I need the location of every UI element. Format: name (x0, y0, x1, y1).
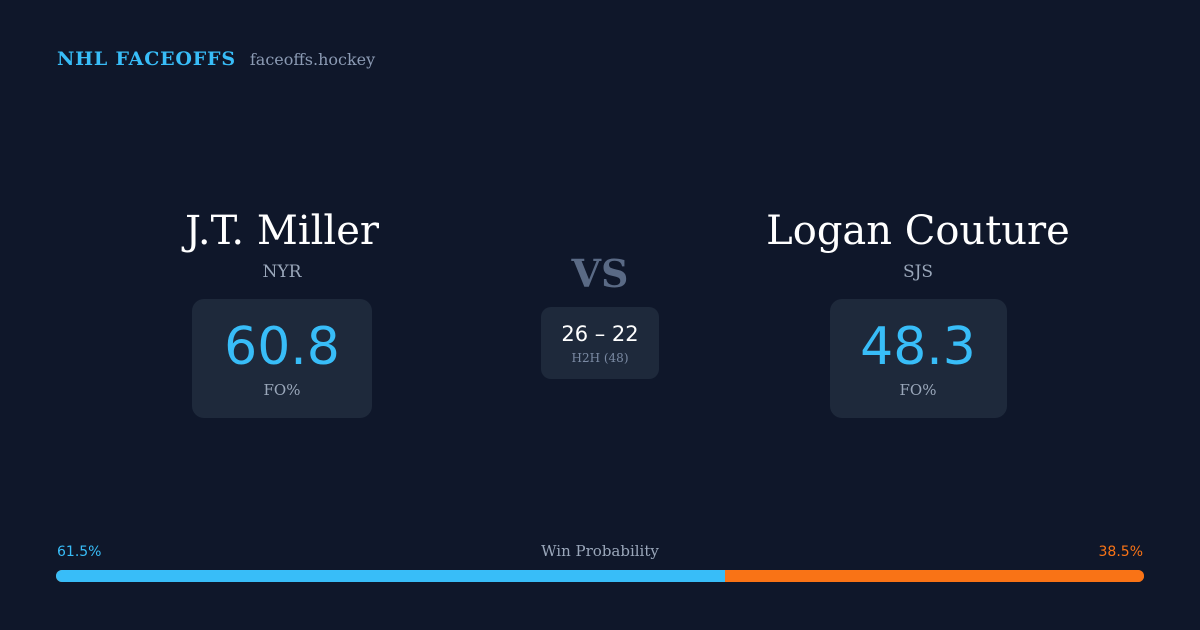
player-left: J.T. Miller NYR 60.8 FO% (52, 206, 512, 418)
player-right-fo-label: FO% (899, 380, 937, 399)
player-right: Logan Couture SJS 48.3 FO% (688, 206, 1148, 418)
player-left-fo-label: FO% (263, 380, 301, 399)
h2h-card: 26 – 22 H2H (48) (541, 307, 659, 379)
win-probability-title: Win Probability (541, 542, 659, 560)
win-probability-labels: 61.5% Win Probability 38.5% (57, 542, 1143, 562)
win-probability-fill-right (725, 570, 1144, 582)
win-probability-left: 61.5% (57, 544, 102, 560)
brand-domain: faceoffs.hockey (249, 50, 376, 69)
brand-name: NHL FACEOFFS (57, 48, 236, 70)
player-right-team: SJS (902, 262, 934, 282)
player-left-fo-card: 60.8 FO% (192, 299, 372, 418)
player-left-fo-value: 60.8 (224, 316, 340, 377)
h2h-label: H2H (48) (571, 351, 629, 365)
win-probability-fill-left (56, 570, 726, 582)
vs-label: VS (571, 251, 629, 296)
win-probability-right: 38.5% (1098, 544, 1143, 560)
player-right-name: Logan Couture (766, 208, 1070, 254)
player-left-name: J.T. Miller (184, 208, 379, 254)
player-left-team: NYR (262, 262, 302, 282)
player-right-fo-card: 48.3 FO% (829, 299, 1007, 418)
win-probability-bar (56, 570, 1144, 582)
player-right-fo-value: 48.3 (860, 316, 976, 377)
h2h-score: 26 – 22 (561, 322, 639, 346)
brand-header: NHL FACEOFFS faceoffs.hockey (57, 48, 375, 70)
